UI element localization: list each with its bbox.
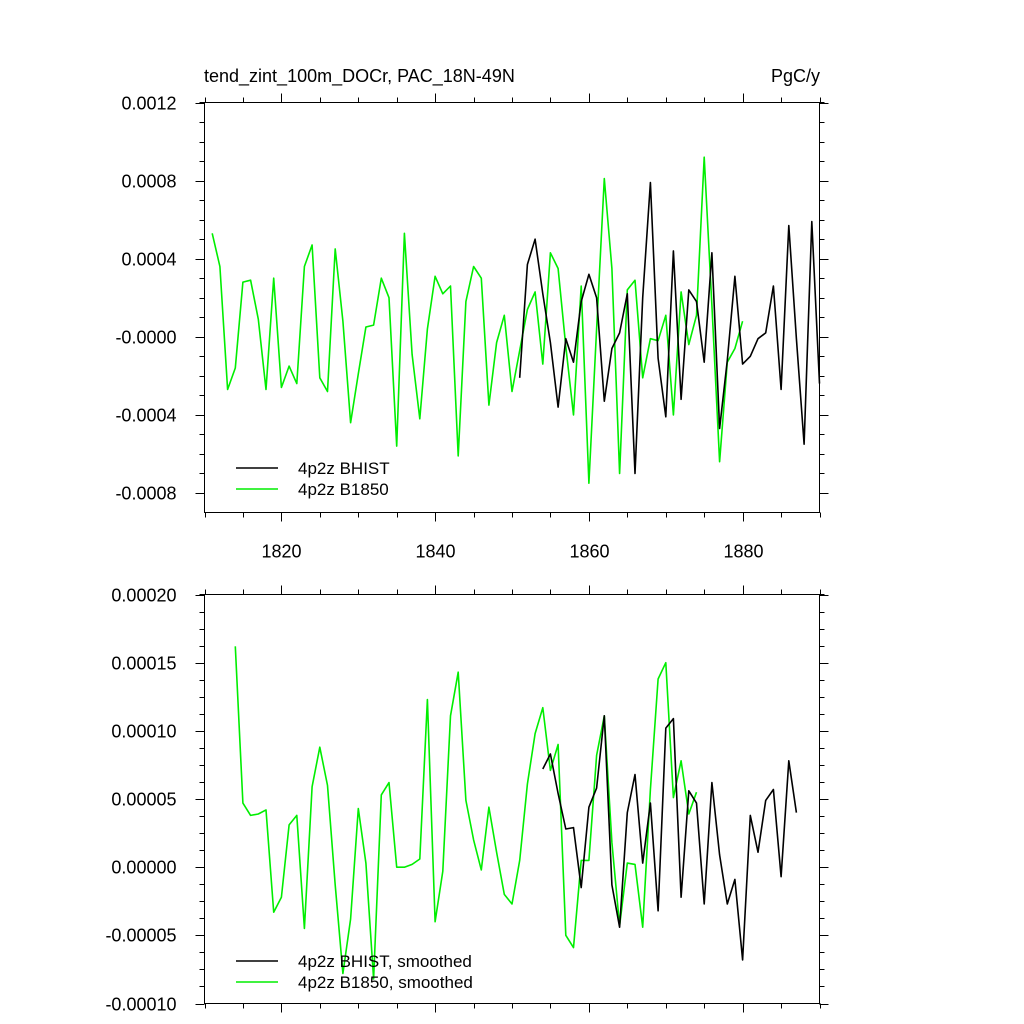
bottom-panel: -0.00010 -0.00005 0.00000 0.00005 0.00010 0.0… xyxy=(105,585,829,1015)
y-tick-label: -0.0004 xyxy=(115,406,176,426)
axis-ticks xyxy=(195,585,829,1013)
y-tick-labels: -0.00010 -0.00005 0.00000 0.00005 0.00010 0.0… xyxy=(105,586,176,1015)
plot-frame xyxy=(204,594,820,1004)
legend-label: 4p2z B1850 xyxy=(298,480,389,499)
series-line-b1850 xyxy=(211,156,744,485)
units-label: PgC/y xyxy=(771,66,820,86)
x-tick-label: 1820 xyxy=(261,542,301,562)
axis-ticks xyxy=(195,93,829,522)
legend-label: 4p2z B1850, smoothed xyxy=(298,973,473,992)
y-tick-label: -0.0008 xyxy=(115,484,176,504)
y-tick-labels: -0.0008 -0.0004 -0.0000 0.0004 0.0008 0.0012 xyxy=(115,94,176,504)
y-tick-label: 0.00005 xyxy=(111,790,176,810)
legend-label: 4p2z BHIST, smoothed xyxy=(298,952,472,971)
y-tick-label: -0.00010 xyxy=(105,995,176,1015)
y-tick-label: 0.0008 xyxy=(121,172,176,192)
x-tick-label: 1840 xyxy=(415,542,455,562)
y-tick-label: 0.0004 xyxy=(121,250,176,270)
y-tick-label: 0.00015 xyxy=(111,654,176,674)
series-line-bhist xyxy=(518,181,821,475)
y-tick-label: 0.0012 xyxy=(121,94,176,114)
plot-frame xyxy=(204,102,820,513)
x-tick-label: 1860 xyxy=(569,542,609,562)
x-tick-labels: 1820 1840 1860 1880 xyxy=(261,542,763,562)
series-lines xyxy=(234,646,798,980)
x-tick-label: 1880 xyxy=(723,542,763,562)
y-tick-label: 0.00010 xyxy=(111,722,176,742)
series-line-bhist xyxy=(542,714,798,961)
y-tick-label: -0.0000 xyxy=(115,328,176,348)
legend-label: 4p2z BHIST xyxy=(298,459,390,478)
legend: 4p2z BHIST, smoothed 4p2z B1850, smoothed xyxy=(236,952,473,992)
y-tick-label: -0.00005 xyxy=(105,926,176,946)
y-tick-label: 0.00020 xyxy=(111,586,176,606)
series-lines xyxy=(211,156,821,485)
chart-title: tend_zint_100m_DOCr, PAC_18N-49N xyxy=(204,66,515,87)
top-panel: tend_zint_100m_DOCr, PAC_18N-49N PgC/y -… xyxy=(115,66,829,562)
y-tick-label: 0.00000 xyxy=(111,858,176,878)
legend: 4p2z BHIST 4p2z B1850 xyxy=(236,459,390,499)
